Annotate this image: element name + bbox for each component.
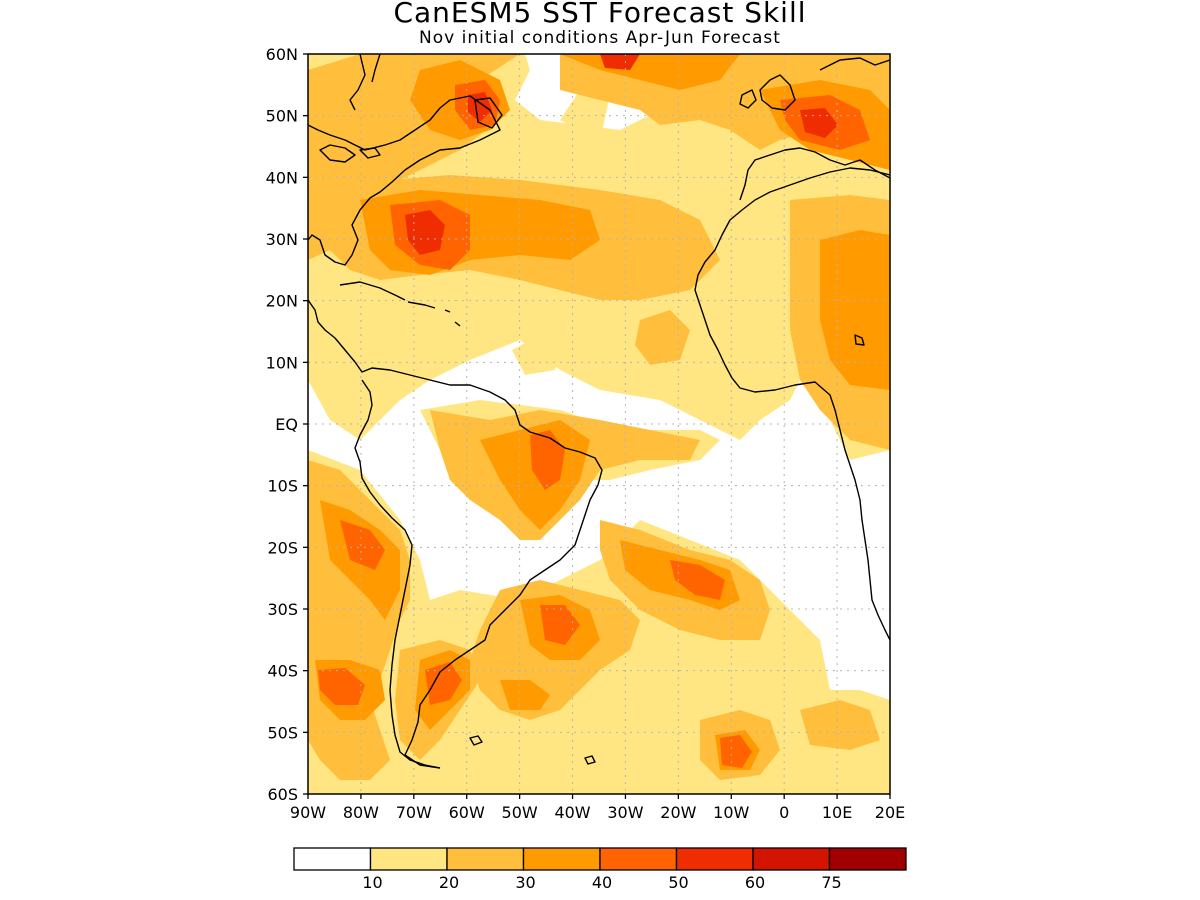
- lat-label: 10N: [266, 353, 298, 372]
- lon-label: 80W: [343, 803, 379, 822]
- lat-label: 10S: [267, 477, 298, 496]
- lat-label: 40S: [267, 662, 298, 681]
- coastlines: [308, 54, 890, 769]
- lon-label: 20E: [875, 803, 905, 822]
- lat-label: 20N: [266, 292, 298, 311]
- colorbar-swatch: [293, 847, 372, 871]
- colorbar-label: 30: [515, 873, 535, 892]
- skill-band-40-50: [318, 80, 870, 768]
- map-grid: [308, 54, 890, 794]
- lon-label: 70W: [396, 803, 432, 822]
- longitude-labels: 90W 80W 70W 60W 50W 40W 30W 20W 10W 0 10E 20E: [290, 794, 905, 822]
- skill-shading: [308, 54, 890, 794]
- colorbar-swatch: [446, 847, 525, 871]
- lat-label: 60N: [266, 45, 298, 64]
- lon-label: 30W: [607, 803, 643, 822]
- colorbar-swatch: [675, 847, 754, 871]
- colorbar: 10 20 30 40 50 60 75: [293, 847, 907, 892]
- lon-label: 20W: [660, 803, 696, 822]
- colorbar-swatch: [522, 847, 601, 871]
- colorbar-label: 75: [821, 873, 841, 892]
- lon-label: 50W: [502, 803, 538, 822]
- lat-label: 30S: [267, 600, 298, 619]
- colorbar-label: 60: [745, 873, 765, 892]
- lat-label: 20S: [267, 538, 298, 557]
- map-title: CanESM5 SST Forecast Skill: [393, 0, 807, 29]
- lat-label: EQ: [275, 415, 298, 434]
- lat-label: 40N: [266, 168, 298, 187]
- lon-label: 60W: [449, 803, 485, 822]
- lon-label: 10W: [713, 803, 749, 822]
- lon-label: 0: [779, 803, 789, 822]
- lon-label: 10E: [822, 803, 852, 822]
- map-subtitle: Nov initial conditions Apr-Jun Forecast: [419, 28, 781, 48]
- colorbar-swatch: [599, 847, 678, 871]
- colorbar-label: 10: [362, 873, 382, 892]
- lat-label: 30N: [266, 230, 298, 249]
- colorbar-label: 40: [592, 873, 612, 892]
- lon-label: 40W: [554, 803, 590, 822]
- colorbar-swatch: [828, 847, 907, 871]
- lat-label: 50N: [266, 107, 298, 126]
- colorbar-label: 50: [668, 873, 688, 892]
- lat-label: 50S: [267, 723, 298, 742]
- lat-label: 60S: [267, 785, 298, 804]
- lon-label: 90W: [290, 803, 326, 822]
- colorbar-label: 20: [439, 873, 459, 892]
- colorbar-swatch: [369, 847, 448, 871]
- colorbar-swatch: [752, 847, 831, 871]
- latitude-labels: 60N 50N 40N 30N 20N 10N EQ 10S 20S 30S 40S 50S 60S: [266, 45, 308, 804]
